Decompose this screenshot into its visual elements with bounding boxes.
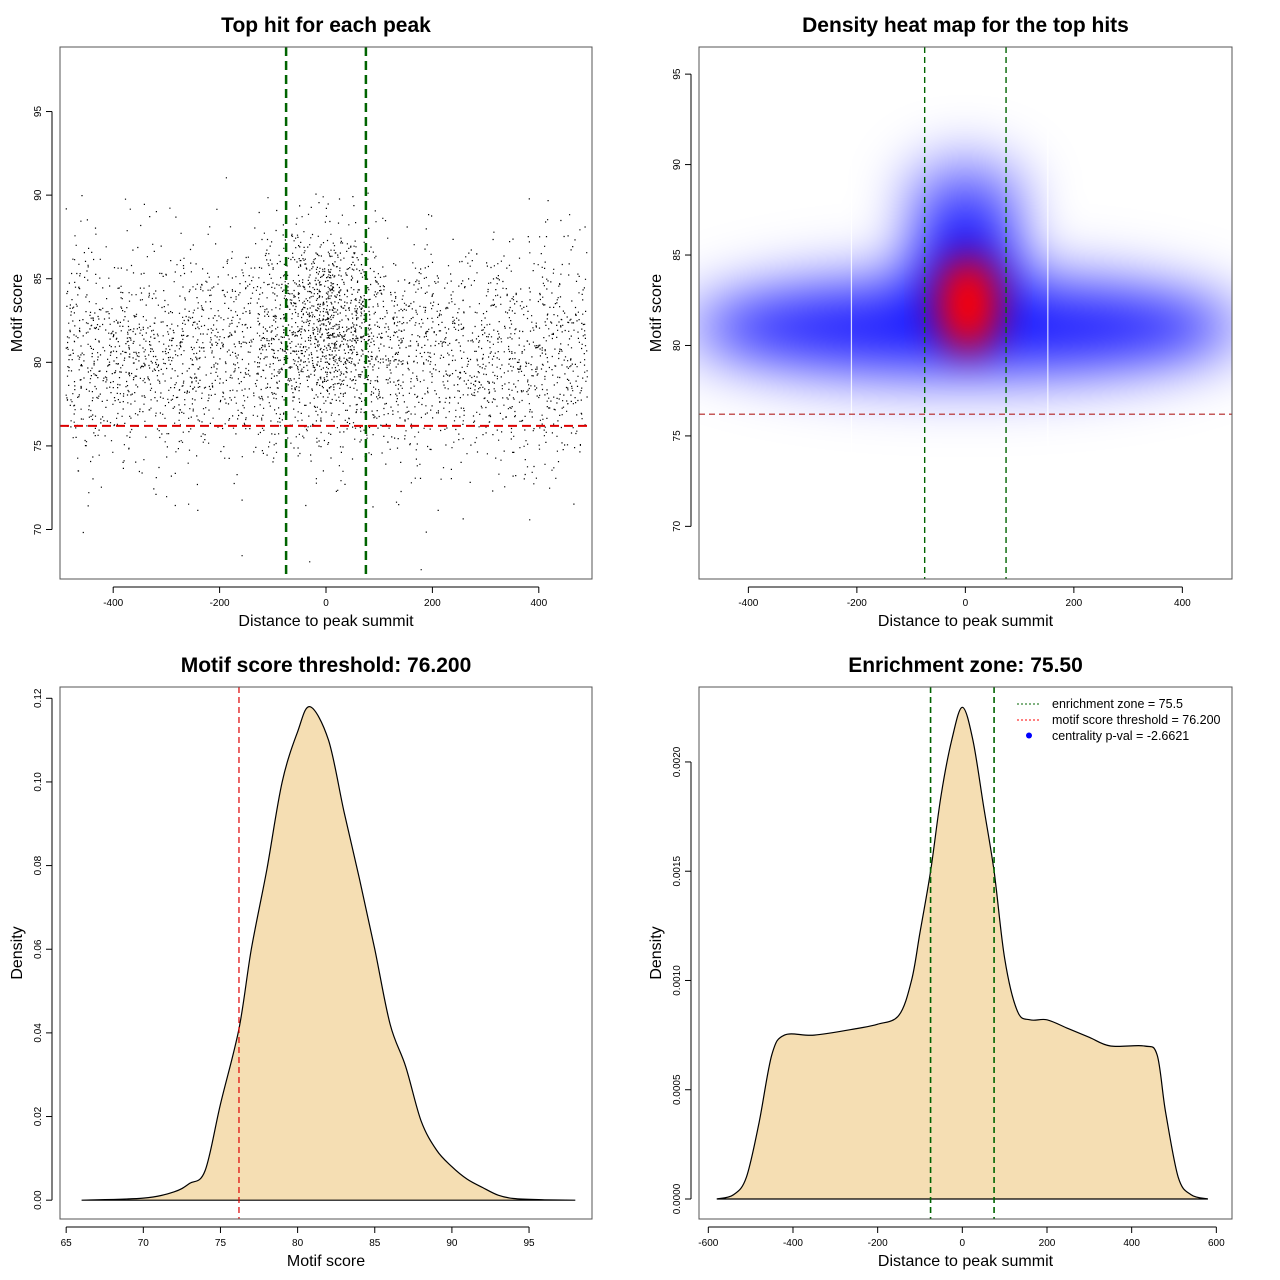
heatmap-core [936, 255, 1001, 352]
y-tick-label: 85 [672, 249, 683, 261]
x-tick-label: 400 [530, 598, 547, 609]
y-tick-label: 0.10 [33, 772, 44, 792]
x-tick-label: -400 [783, 1238, 803, 1249]
x-tick-label: 95 [523, 1238, 535, 1249]
panel-heatmap: Density heat map for the top hits Distanc… [648, 14, 1233, 630]
y-tick-label: 90 [33, 189, 44, 201]
y-tick-label: 75 [33, 440, 44, 452]
y-tick-label: 0.08 [33, 855, 44, 875]
x-tick-label: 200 [1039, 1238, 1056, 1249]
y-tick-label: 95 [672, 68, 683, 80]
x-tick-label: 80 [292, 1238, 304, 1249]
x-axis-label: Distance to peak summit [878, 613, 1054, 630]
x-tick-label: -200 [847, 598, 867, 609]
x-tick-label: 400 [1123, 1238, 1140, 1249]
x-tick-label: 200 [424, 598, 441, 609]
x-tick-label: 600 [1208, 1238, 1225, 1249]
legend-label: centrality p-val = -2.6621 [1052, 729, 1189, 743]
y-tick-label: 70 [672, 520, 683, 532]
scatter-points [65, 149, 588, 571]
y-tick-label: 90 [672, 159, 683, 171]
x-tick-label: 0 [963, 598, 969, 609]
legend: enrichment zone = 75.5 motif score thresh… [1017, 697, 1221, 743]
x-tick-label: 400 [1174, 598, 1191, 609]
y-axis-label: Density [9, 926, 26, 979]
chart-title: Density heat map for the top hits [802, 14, 1129, 37]
plot-frame [698, 686, 1233, 1220]
y-tick-label: 70 [33, 524, 44, 536]
y-tick-label: 75 [672, 430, 683, 442]
y-axis-label: Motif score [9, 274, 26, 352]
x-axis-label: Distance to peak summit [878, 1253, 1054, 1270]
y-tick-label: 0.02 [33, 1106, 44, 1126]
y-tick-label: 80 [33, 356, 44, 368]
panel-score-density: Motif score threshold: 76.200 Motif score… [9, 654, 593, 1270]
y-axis-label: Motif score [648, 274, 665, 352]
y-tick-label: 0.00 [33, 1190, 44, 1210]
panel-distance-density: Enrichment zone: 75.50 Distance to peak s… [648, 654, 1233, 1270]
x-tick-label: -200 [210, 598, 230, 609]
x-tick-label: 75 [215, 1238, 227, 1249]
y-tick-label: 0.0020 [672, 746, 683, 777]
y-tick-label: 95 [33, 106, 44, 118]
x-tick-label: 85 [369, 1238, 381, 1249]
y-tick-label: 0.0000 [672, 1183, 683, 1214]
x-tick-label: 90 [446, 1238, 458, 1249]
x-axis-label: Motif score [287, 1253, 365, 1270]
y-tick-label: 0.06 [33, 939, 44, 959]
plot-frame [698, 46, 1233, 580]
heat-upper [905, 155, 1026, 246]
x-tick-label: 70 [138, 1238, 150, 1249]
y-tick-label: 0.04 [33, 1023, 44, 1043]
x-tick-label: 0 [323, 598, 329, 609]
legend-dot-icon [1026, 732, 1032, 739]
x-tick-label: -400 [738, 598, 758, 609]
density-curve [716, 706, 1209, 1200]
chart-title: Top hit for each peak [221, 14, 431, 37]
x-axis-label: Distance to peak summit [238, 613, 414, 630]
y-axis-label: Density [648, 926, 665, 979]
heat-peak-red [936, 255, 1001, 352]
x-tick-label: 200 [1066, 598, 1083, 609]
y-tick-label: 0.0015 [672, 855, 683, 886]
x-tick-label: 0 [960, 1238, 966, 1249]
density-curve [81, 706, 576, 1201]
y-tick-label: 0.0010 [672, 965, 683, 996]
y-tick-label: 85 [33, 273, 44, 285]
chart-title: Motif score threshold: 76.200 [181, 654, 472, 677]
x-tick-label: 65 [61, 1238, 73, 1249]
panel-scatter: Top hit for each peak Distance to peak su… [9, 14, 593, 630]
legend-label: enrichment zone = 75.5 [1052, 697, 1183, 711]
y-tick-label: 0.12 [33, 688, 44, 708]
x-tick-label: -200 [868, 1238, 888, 1249]
heatmap-layer [699, 128, 1232, 473]
chart-title: Enrichment zone: 75.50 [848, 654, 1083, 677]
legend-label: motif score threshold = 76.200 [1052, 713, 1221, 727]
y-tick-label: 0.0005 [672, 1074, 683, 1105]
x-tick-label: -400 [103, 598, 123, 609]
plot-frame [59, 46, 593, 580]
plot-frame [59, 686, 593, 1220]
x-tick-label: -600 [698, 1238, 718, 1249]
scatter-point [65, 149, 588, 571]
y-tick-label: 80 [672, 339, 683, 351]
